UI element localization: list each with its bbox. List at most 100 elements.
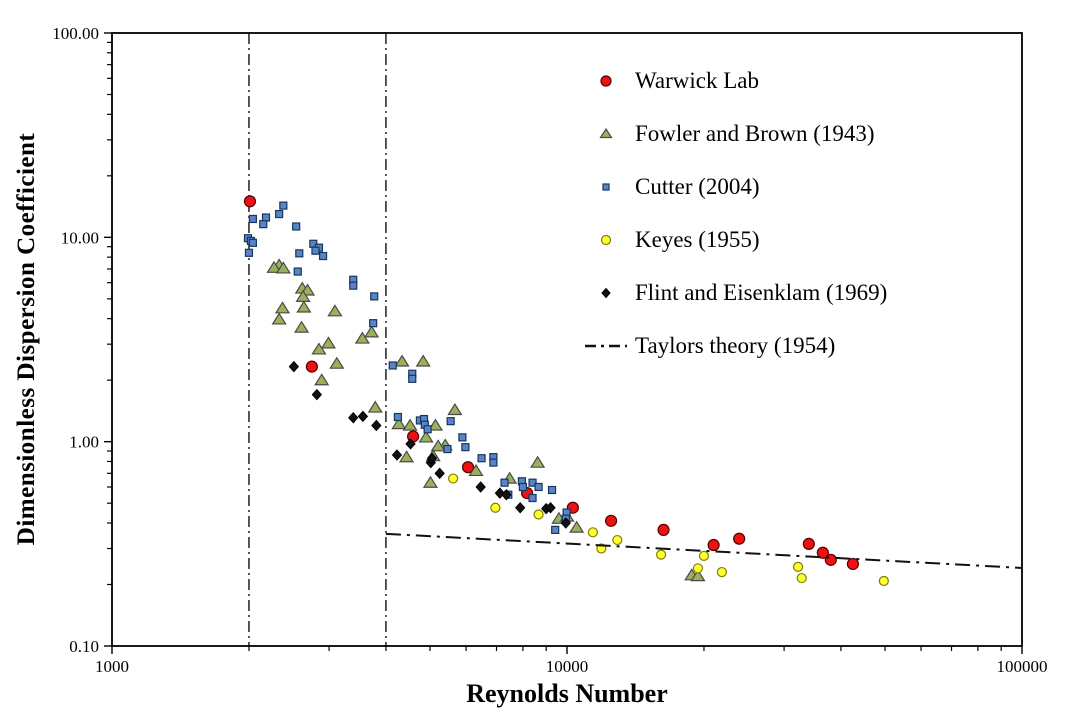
legend-glyph: [600, 74, 612, 87]
data-point-cutter-2004: [295, 249, 304, 258]
data-point-keyes-1955: [692, 563, 704, 574]
data-point-flint-and-eisenklam-1969: [371, 419, 382, 432]
data-point-fowler-and-brown-1943: [422, 475, 439, 488]
data-point-fowler-and-brown-1943: [427, 418, 444, 431]
legend-item-taylors-theory-1954: Taylors theory (1954): [583, 319, 887, 372]
data-point-fowler-and-brown-1943: [271, 312, 287, 325]
data-point-flint-and-eisenklam-1969: [288, 360, 300, 373]
data-point-fowler-and-brown-1943: [394, 354, 410, 367]
data-point-fowler-and-brown-1943: [364, 325, 380, 338]
data-point-fowler-and-brown-1943: [320, 336, 337, 349]
data-point-fowler-and-brown-1943: [314, 373, 330, 386]
data-point-cutter-2004: [311, 246, 320, 255]
data-point-fowler-and-brown-1943: [354, 331, 370, 344]
legend-label-taylors-theory-1954: Taylors theory (1954): [635, 332, 836, 358]
data-point-fowler-and-brown-1943: [296, 300, 312, 313]
data-point-cutter-2004: [349, 281, 358, 290]
data-point-cutter-2004: [443, 444, 452, 454]
legend-label-cutter-2004: Cutter (2004): [635, 173, 760, 199]
data-point-cutter-2004: [370, 292, 379, 301]
data-point-warwick-lab: [707, 538, 720, 552]
data-point-cutter-2004: [261, 213, 271, 222]
data-point-fowler-and-brown-1943: [569, 520, 585, 533]
data-point-flint-and-eisenklam-1969: [357, 410, 369, 423]
data-point-fowler-and-brown-1943: [329, 356, 345, 369]
data-point-keyes-1955: [612, 534, 623, 546]
data-point-cutter-2004: [244, 248, 254, 257]
data-point-fowler-and-brown-1943: [327, 304, 343, 317]
legend-item-flint-and-eisenklam-1969: Flint and Eisenklam (1969): [583, 266, 887, 319]
data-point-fowler-and-brown-1943: [415, 354, 431, 367]
data-point-flint-and-eisenklam-1969: [348, 411, 359, 424]
data-point-cutter-2004: [318, 251, 328, 261]
data-point-cutter-2004: [408, 374, 417, 383]
legend-label-flint-and-eisenklam-1969: Flint and Eisenklam (1969): [635, 279, 888, 305]
x-tick-label: 10000: [546, 657, 589, 676]
data-point-fowler-and-brown-1943: [295, 289, 311, 302]
data-point-fowler-and-brown-1943: [418, 430, 434, 443]
x-tick-label: 1000: [95, 657, 129, 676]
data-point-cutter-2004: [393, 412, 403, 422]
data-point-fowler-and-brown-1943: [275, 261, 291, 274]
legend-item-warwick-lab: Warwick Lab: [583, 54, 887, 107]
data-point-cutter-2004: [489, 458, 498, 467]
data-point-fowler-and-brown-1943: [447, 402, 463, 416]
y-axis-title: Dimensionless Dispersion Coefficient: [13, 132, 40, 546]
data-point-keyes-1955: [448, 473, 459, 484]
data-point-warwick-lab: [824, 553, 837, 566]
data-point-flint-and-eisenklam-1969: [391, 449, 403, 461]
data-point-flint-and-eisenklam-1969: [545, 501, 556, 514]
data-point-cutter-2004: [293, 267, 302, 276]
data-point-cutter-2004: [461, 443, 470, 452]
data-point-cutter-2004: [551, 525, 560, 534]
data-point-warwick-lab: [305, 360, 318, 373]
legend-glyph: [600, 234, 612, 245]
data-point-warwick-lab: [461, 461, 475, 474]
data-point-warwick-lab: [816, 546, 829, 559]
data-point-cutter-2004: [248, 214, 257, 224]
data-point-warwick-lab: [846, 557, 860, 571]
y-tick-label: 100.00: [52, 24, 99, 43]
data-point-cutter-2004: [477, 454, 486, 463]
legend-item-keyes-1955: Keyes (1955): [583, 213, 887, 266]
legend-marker-keyes-1955: [600, 234, 612, 245]
data-point-fowler-and-brown-1943: [391, 417, 407, 430]
data-point-keyes-1955: [698, 550, 710, 562]
legend-marker-taylors-theory-1954: [585, 344, 627, 347]
data-point-fowler-and-brown-1943: [266, 260, 282, 273]
data-point-cutter-2004: [279, 201, 288, 210]
data-point-flint-and-eisenklam-1969: [514, 501, 526, 514]
data-point-cutter-2004: [500, 478, 509, 487]
legend-label-fowler-and-brown-1943: Fowler and Brown (1943): [635, 120, 875, 146]
data-point-flint-and-eisenklam-1969: [560, 517, 571, 529]
data-point-cutter-2004: [534, 482, 543, 492]
data-point-flint-and-eisenklam-1969: [475, 481, 486, 493]
legend-item-fowler-and-brown-1943: Fowler and Brown (1943): [583, 107, 887, 160]
data-point-keyes-1955: [656, 549, 667, 560]
data-point-flint-and-eisenklam-1969: [434, 467, 445, 480]
data-point-keyes-1955: [587, 527, 598, 538]
legend-marker-fowler-and-brown-1943: [599, 127, 613, 138]
data-point-cutter-2004: [423, 425, 432, 434]
legend-glyph: [602, 182, 610, 191]
data-point-fowler-and-brown-1943: [530, 455, 546, 468]
data-point-fowler-and-brown-1943: [468, 463, 484, 477]
y-tick-label: 0.10: [69, 637, 99, 656]
data-point-cutter-2004: [528, 478, 537, 487]
y-tick-label: 10.00: [61, 228, 99, 247]
data-point-flint-and-eisenklam-1969: [311, 388, 323, 401]
data-point-cutter-2004: [369, 319, 378, 328]
data-point-cutter-2004: [275, 209, 284, 219]
data-point-flint-and-eisenklam-1969: [501, 488, 512, 501]
data-point-keyes-1955: [792, 561, 804, 572]
legend-glyph: [599, 127, 613, 138]
data-point-fowler-and-brown-1943: [402, 418, 418, 431]
x-tick-label: 100000: [997, 657, 1048, 676]
data-point-cutter-2004: [518, 482, 528, 492]
data-point-keyes-1955: [878, 575, 889, 587]
data-point-warwick-lab: [802, 537, 815, 550]
data-point-warwick-lab: [657, 523, 670, 536]
y-tick-label: 1.00: [69, 433, 99, 452]
